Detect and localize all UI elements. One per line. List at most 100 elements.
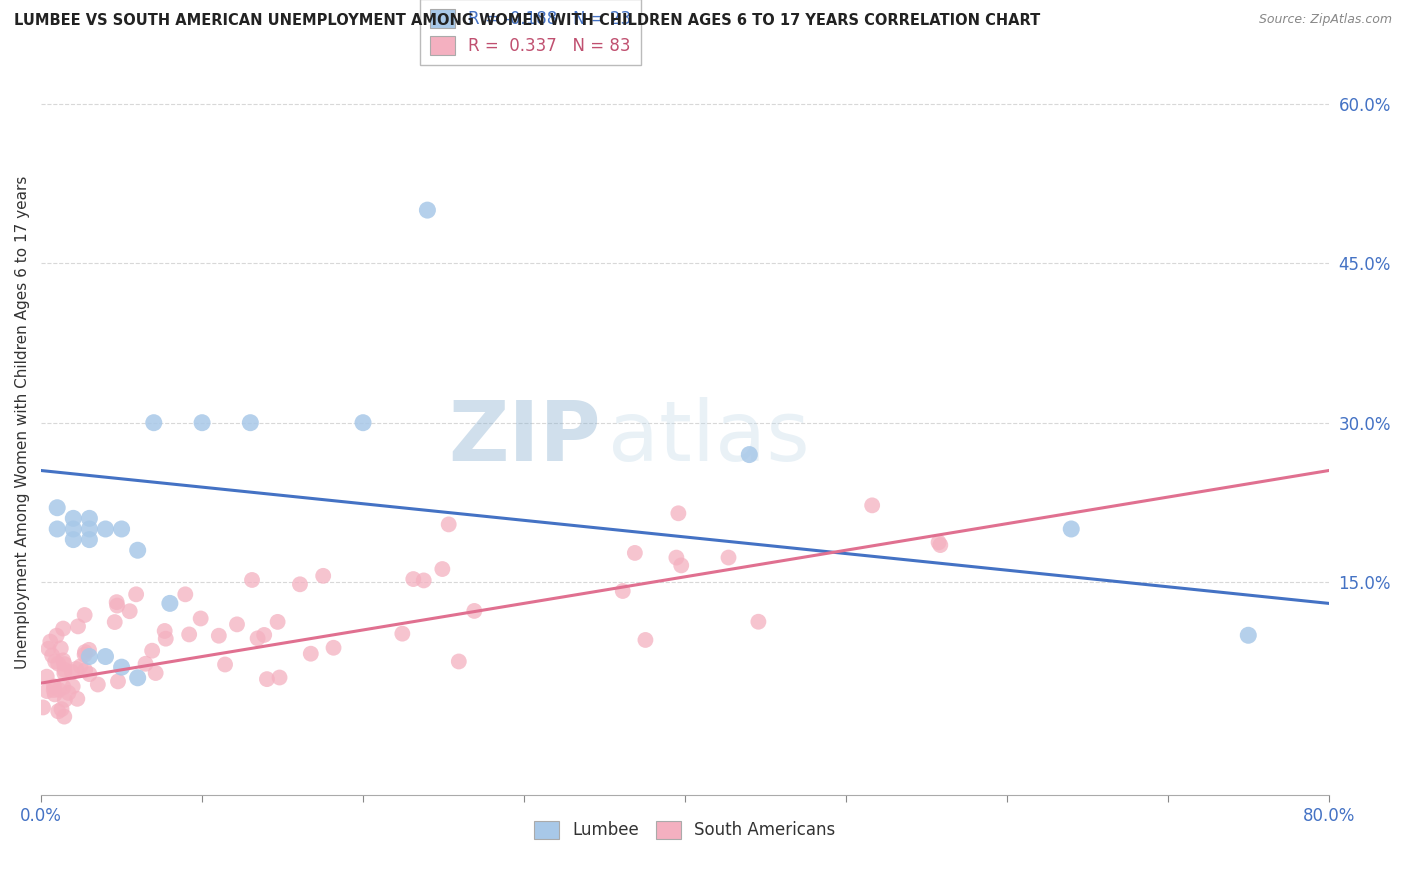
Point — [79, 533, 101, 547]
Point — [240, 573, 263, 587]
Text: LUMBEE VS SOUTH AMERICAN UNEMPLOYMENT AMONG WOMEN WITH CHILDREN AGES 6 TO 17 YEA: LUMBEE VS SOUTH AMERICAN UNEMPLOYMENT AM… — [14, 13, 1040, 29]
Point — [66, 619, 89, 633]
Point — [48, 682, 70, 697]
Point — [118, 604, 141, 618]
Point — [174, 587, 197, 601]
Point — [79, 649, 101, 664]
Point — [73, 607, 96, 622]
Point — [49, 641, 72, 656]
Point — [322, 640, 344, 655]
Point — [39, 634, 62, 648]
Point — [66, 691, 89, 706]
Point — [738, 448, 761, 462]
Point — [110, 660, 132, 674]
Point — [269, 671, 291, 685]
Point — [53, 693, 76, 707]
Point — [190, 611, 212, 625]
Point — [52, 653, 75, 667]
Point — [65, 662, 87, 676]
Point — [79, 522, 101, 536]
Point — [142, 416, 165, 430]
Point — [246, 632, 269, 646]
Point — [127, 543, 149, 558]
Point — [125, 587, 148, 601]
Point — [928, 535, 950, 549]
Point — [42, 679, 65, 693]
Point — [155, 632, 177, 646]
Point — [35, 670, 58, 684]
Point — [104, 615, 127, 629]
Point — [412, 574, 434, 588]
Point — [253, 628, 276, 642]
Point — [191, 416, 214, 430]
Point — [53, 663, 76, 677]
Point — [105, 595, 128, 609]
Point — [69, 659, 91, 673]
Point — [256, 672, 278, 686]
Point — [105, 599, 128, 613]
Point — [288, 577, 311, 591]
Point — [87, 677, 110, 691]
Point — [58, 686, 80, 700]
Point — [53, 657, 76, 671]
Point — [44, 655, 66, 669]
Point — [94, 649, 117, 664]
Text: Source: ZipAtlas.com: Source: ZipAtlas.com — [1258, 13, 1392, 27]
Point — [416, 203, 439, 218]
Point — [75, 663, 97, 677]
Point — [135, 657, 157, 671]
Point — [79, 511, 101, 525]
Point — [214, 657, 236, 672]
Point — [624, 546, 647, 560]
Point — [666, 506, 689, 520]
Point — [73, 645, 96, 659]
Text: ZIP: ZIP — [449, 397, 602, 478]
Point — [46, 704, 69, 718]
Point — [352, 416, 374, 430]
Point — [51, 702, 73, 716]
Point — [46, 522, 69, 536]
Point — [153, 624, 176, 638]
Point — [60, 665, 83, 679]
Point — [141, 643, 163, 657]
Point — [44, 687, 66, 701]
Point — [432, 562, 454, 576]
Point — [37, 641, 59, 656]
Point — [208, 629, 231, 643]
Point — [52, 622, 75, 636]
Point — [79, 667, 101, 681]
Point — [1237, 628, 1260, 642]
Point — [634, 632, 657, 647]
Point — [312, 569, 335, 583]
Point — [226, 617, 249, 632]
Point — [447, 655, 470, 669]
Text: atlas: atlas — [607, 397, 810, 478]
Point — [671, 558, 693, 573]
Point — [62, 680, 84, 694]
Point — [62, 511, 84, 525]
Point — [747, 615, 769, 629]
Y-axis label: Unemployment Among Women with Children Ages 6 to 17 years: Unemployment Among Women with Children A… — [15, 176, 30, 669]
Legend: Lumbee, South Americans: Lumbee, South Americans — [527, 814, 842, 846]
Point — [62, 533, 84, 547]
Point — [107, 674, 129, 689]
Point — [179, 627, 201, 641]
Point — [73, 648, 96, 662]
Point — [35, 684, 58, 698]
Point — [402, 572, 425, 586]
Point — [463, 604, 485, 618]
Point — [239, 416, 262, 430]
Point — [45, 629, 67, 643]
Point — [860, 499, 883, 513]
Point — [46, 500, 69, 515]
Point — [77, 643, 100, 657]
Point — [665, 550, 688, 565]
Point — [612, 584, 634, 599]
Point — [62, 522, 84, 536]
Point — [110, 522, 132, 536]
Point — [391, 626, 413, 640]
Point — [46, 657, 69, 671]
Point — [32, 700, 55, 714]
Point — [717, 550, 740, 565]
Point — [42, 683, 65, 698]
